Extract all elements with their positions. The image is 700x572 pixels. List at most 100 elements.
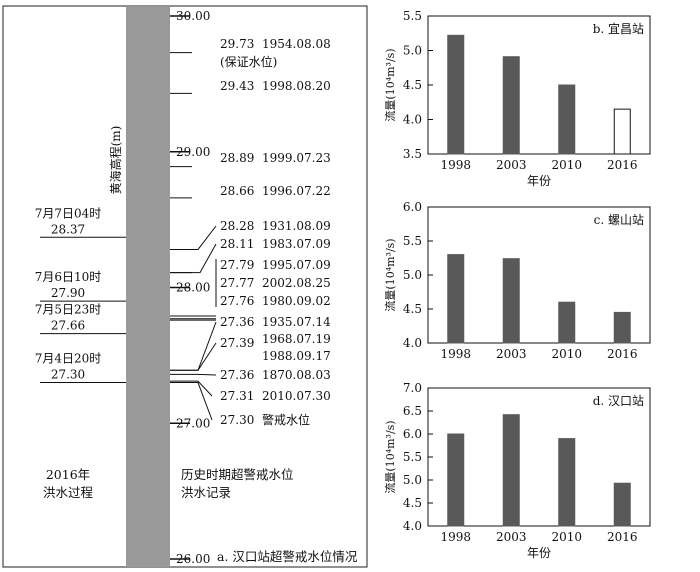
- chart-title: b. 宜昌站: [593, 21, 644, 36]
- y-tick-label: 4.5: [403, 78, 422, 92]
- y-tick-label: 5.5: [403, 9, 422, 23]
- panel-a-ticks: 30.00 29.00 28.00 27.00 26.00: [170, 9, 210, 566]
- history-date: 1983.07.09: [262, 237, 331, 251]
- chart-xlabel: 年份: [527, 546, 551, 560]
- history-date: 1996.07.22: [262, 184, 331, 198]
- events-2016: 7月7日04时 28.37 7月6日10时 27.90 7月5日23时 27.66 7月4日…: [35, 206, 126, 384]
- history-date: 警戒水位: [262, 412, 310, 427]
- right-caption-line-2: 洪水记录: [181, 485, 231, 500]
- chart-ylabel: 流量(10⁴m³/s): [383, 420, 397, 493]
- y-tick-label: 6.5: [403, 404, 422, 418]
- history-date: 1954.08.08: [262, 37, 331, 51]
- scale-tick-label: 30.00: [176, 9, 210, 23]
- chart-d-hankou: 4.0 4.5 5.0 5.5 6.0 6.5 7.0 1998 2003 2010 2016 d. …: [383, 381, 651, 560]
- chart-ylabel: 流量(10⁴m³/s): [383, 48, 397, 121]
- history-date: 1995.07.09: [262, 258, 331, 272]
- leader-line: [170, 243, 217, 274]
- chart-xlabel: 年份: [527, 174, 551, 188]
- history-value: 28.66: [220, 184, 254, 198]
- bar-2016: [613, 108, 631, 155]
- x-tick-label: 2010: [551, 347, 582, 361]
- y-tick-label: 6.0: [403, 200, 422, 214]
- event-label: 7月4日20时: [35, 352, 102, 366]
- event-value: 27.30: [51, 368, 85, 382]
- history-date: 1931.08.09: [262, 219, 331, 233]
- history-date: 1988.09.17: [262, 349, 331, 363]
- left-caption-line-1: 2016年: [46, 467, 90, 482]
- history-value: 28.28: [220, 219, 254, 233]
- chart-title: c. 螺山站: [594, 213, 644, 227]
- event-label: 7月5日23时: [35, 303, 102, 317]
- bar-2010: [558, 438, 576, 527]
- y-tick-label: 5.0: [403, 268, 422, 282]
- leader-line: [170, 382, 213, 421]
- history-value: 27.31: [220, 389, 254, 403]
- y-tick-label: 4.5: [403, 302, 422, 316]
- chart-b-yichang: 3.5 4.0 4.5 5.0 5.5 1998 2003 2010 2016 b. 宜昌站流量(…: [383, 9, 651, 188]
- bar-1998: [447, 433, 465, 527]
- x-tick-label: 2016: [607, 158, 638, 172]
- right-caption-line-1: 历史时期超警戒水位: [181, 467, 294, 482]
- x-tick-label: 2010: [551, 530, 582, 544]
- event-value: 27.90: [51, 286, 85, 300]
- x-tick-label: 1998: [440, 530, 471, 544]
- scale-tick-label: 29.00: [176, 145, 210, 159]
- leader-line: [170, 380, 213, 397]
- bar-2003: [502, 56, 520, 155]
- x-tick-label: 1998: [440, 158, 471, 172]
- bar-2016: [613, 482, 631, 527]
- y-tick-label: 4.5: [403, 496, 422, 510]
- leader-line: [170, 342, 217, 371]
- bar-1998: [447, 254, 465, 344]
- panel-a-water-level: 黄海高程(m) 30.00 29.00 28.00 27.00 26.00 7月7日04…: [2, 5, 368, 568]
- y-tick-label: 4.0: [403, 113, 422, 127]
- x-tick-label: 2010: [551, 158, 582, 172]
- history-date: 1999.07.23: [262, 151, 331, 165]
- history-date: 1870.08.03: [262, 368, 331, 382]
- y-tick-label: 6.0: [403, 427, 422, 441]
- scale-tick-label: 27.00: [176, 416, 210, 430]
- history-date: 2010.07.30: [262, 389, 331, 403]
- history-value: 27.76: [220, 294, 254, 308]
- leader-line: [170, 225, 217, 250]
- left-caption-line-2: 洪水过程: [43, 485, 94, 500]
- y-tick-label: 5.0: [403, 473, 422, 487]
- history-date: 1968.07.19: [262, 332, 331, 346]
- leader-line: [170, 373, 217, 376]
- chart-title: d. 汉口站: [593, 394, 644, 408]
- y-tick-label: 5.5: [403, 450, 422, 464]
- leader-line: [170, 321, 217, 371]
- y-tick-label: 4.0: [403, 336, 422, 350]
- event-label: 7月6日10时: [35, 270, 102, 284]
- event-value: 28.37: [51, 222, 85, 236]
- history-value: 27.79: [220, 258, 254, 272]
- x-tick-label: 2003: [496, 158, 527, 172]
- history-value: 29.43: [220, 79, 254, 93]
- history-date: 1980.09.02: [262, 294, 331, 308]
- bar-1998: [447, 34, 465, 155]
- chart-ylabel: 流量(10⁴m³/s): [383, 238, 397, 311]
- event-value: 27.66: [51, 319, 85, 333]
- history-value: 27.39: [220, 336, 254, 350]
- history-value: 29.73: [220, 37, 254, 51]
- y-tick-label: 5.0: [403, 44, 422, 58]
- history-date: 1998.08.20: [262, 79, 331, 93]
- history-value: 28.11: [220, 237, 254, 251]
- x-tick-label: 2003: [496, 530, 527, 544]
- y-tick-label: 4.0: [403, 519, 422, 533]
- bar-2010: [558, 84, 576, 155]
- y-tick-label: 5.5: [403, 234, 422, 248]
- panel-a-title: a. 汉口站超警戒水位情况: [217, 549, 358, 564]
- history-note: (保证水位): [220, 54, 277, 69]
- bar-2016: [613, 311, 631, 344]
- y-tick-label: 7.0: [403, 381, 422, 395]
- bar-2003: [502, 258, 520, 344]
- history-value: 27.30: [220, 413, 254, 427]
- x-tick-label: 2016: [607, 347, 638, 361]
- panel-a-ylabel: 黄海高程(m): [108, 126, 123, 195]
- scale-tick-label: 26.00: [176, 552, 210, 566]
- history-records: 29.73 1954.08.08 (保证水位) 29.43 1998.08.20 28.8…: [170, 37, 331, 427]
- bar-2010: [558, 301, 576, 344]
- history-value: 27.36: [220, 368, 254, 382]
